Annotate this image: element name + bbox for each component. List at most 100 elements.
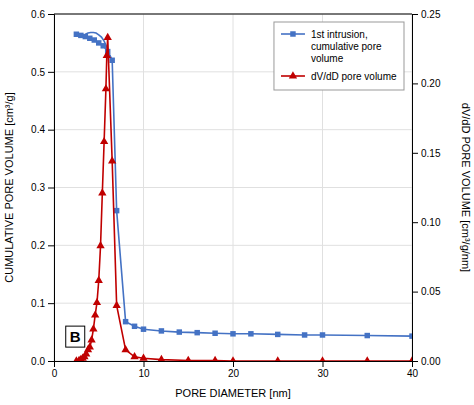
marker (318, 356, 326, 361)
y2-axis: 0.00 0.05 0.10 0.15 0.20 0.25 (412, 9, 441, 367)
legend-marker (290, 31, 295, 36)
tick-mark (412, 83, 418, 84)
tick-label: 0.6 (31, 9, 45, 20)
tick: 0.0 (31, 356, 54, 367)
marker (302, 332, 307, 337)
marker (86, 342, 94, 349)
tick: 20 (228, 361, 240, 379)
tick-label: 0.20 (421, 78, 441, 89)
x-axis-line (55, 362, 413, 368)
marker (194, 330, 199, 335)
plot: 0102030400.00.10.20.30.40.50.60.000.050.… (31, 9, 441, 379)
tick-mark (412, 292, 418, 293)
tick-label: 0.25 (421, 9, 441, 20)
marker (96, 241, 104, 248)
marker (87, 335, 95, 342)
tick: 0.4 (31, 124, 54, 135)
tick-mark (412, 153, 418, 154)
tick: 40 (407, 361, 419, 379)
marker (212, 331, 217, 336)
tick-label: 10 (138, 368, 150, 379)
tick: 10 (138, 361, 150, 379)
marker (123, 319, 128, 324)
tick-label: 0.0 (31, 356, 45, 367)
marker (159, 328, 164, 333)
marker (132, 324, 137, 329)
marker (274, 356, 282, 361)
tick-label: 0.5 (31, 67, 45, 78)
tick-label: 0.15 (421, 148, 441, 159)
tick-mark (48, 303, 54, 304)
marker (230, 331, 235, 336)
legend-item: dV/dD pore volume (281, 71, 397, 82)
legend-marker (289, 71, 297, 78)
tick-label: 0.4 (31, 124, 45, 135)
marker (102, 84, 110, 91)
tick: 0.10 (412, 217, 441, 228)
marker (409, 333, 412, 338)
marker (103, 51, 111, 58)
marker (114, 208, 119, 213)
marker (211, 356, 219, 361)
tick-label: 0.10 (421, 217, 441, 228)
tick-mark (48, 361, 54, 362)
legend-item: 1st intrusion,cumulative porevolume (281, 29, 382, 64)
marker (108, 156, 116, 163)
frame-top (54, 14, 412, 15)
grid-line (54, 245, 412, 246)
tick-mark (48, 245, 54, 246)
tick-mark (412, 222, 418, 223)
tick-mark (412, 361, 418, 362)
marker (91, 310, 99, 317)
tick: 0.15 (412, 148, 441, 159)
tick-mark (144, 361, 145, 367)
tick-mark (48, 14, 54, 15)
tick-mark (48, 130, 54, 131)
marker (121, 345, 129, 352)
legend-label-line: dV/dD pore volume (311, 71, 397, 82)
tick-label: 0.05 (421, 286, 441, 297)
legend-box (274, 22, 404, 90)
marker (141, 326, 146, 331)
marker (320, 332, 325, 337)
legend-label-line: cumulative pore (311, 41, 382, 52)
tick-label: 40 (407, 368, 419, 379)
tick-label: 0 (52, 368, 58, 379)
tick: 0.2 (31, 240, 54, 251)
tick: 0.3 (31, 182, 54, 193)
marker (95, 276, 103, 283)
tick-label: 20 (228, 368, 240, 379)
marker (229, 356, 237, 361)
marker (112, 301, 120, 308)
legend: 1st intrusion,cumulative porevolume dV/dD… (274, 22, 404, 90)
marker (184, 356, 192, 361)
legend-label-line: 1st intrusion, (311, 29, 368, 40)
marker (157, 355, 165, 361)
chart: 0102030400.00.10.20.30.40.50.60.000.050.… (0, 0, 474, 405)
marker (363, 356, 371, 361)
grid-line (54, 303, 412, 304)
marker (130, 352, 138, 359)
tick-label: 0.2 (31, 240, 45, 251)
marker (139, 353, 147, 360)
tick-label: 0.00 (421, 356, 441, 367)
y-axis: 0.00.10.20.30.40.50.6 (31, 9, 54, 367)
tick: 30 (317, 361, 329, 379)
y2-axis-title: dV/dD PORE VOLUME [cm³/g/nm] (460, 103, 472, 272)
marker (93, 298, 101, 305)
legend-label: 1st intrusion,cumulative porevolume (311, 29, 382, 64)
tick-label: 0.3 (31, 182, 45, 193)
tick-label: 30 (317, 368, 329, 379)
tick: 0.5 (31, 67, 54, 78)
tick-mark (233, 361, 234, 367)
grid-line (54, 129, 412, 130)
marker (100, 137, 108, 144)
x-axis-title: PORE DIAMETER [nm] (175, 387, 291, 399)
tick: 0.20 (412, 78, 441, 89)
marker (89, 324, 97, 331)
tick: 0.25 (412, 9, 441, 20)
tick-mark (323, 361, 324, 367)
tick-mark (412, 14, 418, 15)
annotation-box (66, 326, 85, 347)
marker (177, 329, 182, 334)
